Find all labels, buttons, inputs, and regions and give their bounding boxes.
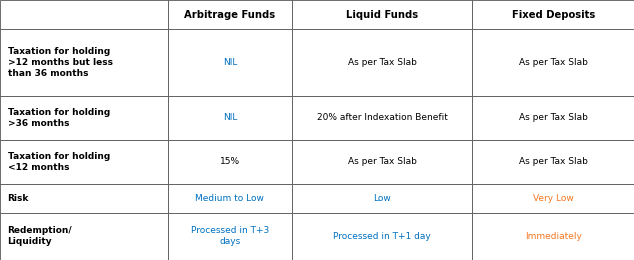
- Text: Very Low: Very Low: [533, 194, 574, 203]
- Bar: [472, 0, 634, 29]
- Bar: [0, 140, 168, 184]
- Bar: [292, 184, 472, 213]
- Bar: [168, 0, 292, 29]
- Text: As per Tax Slab: As per Tax Slab: [347, 58, 417, 67]
- Bar: [472, 184, 634, 213]
- Bar: [0, 184, 168, 213]
- Text: 15%: 15%: [220, 157, 240, 166]
- Bar: [0, 0, 168, 29]
- Text: Fixed Deposits: Fixed Deposits: [512, 10, 595, 20]
- Text: Processed in T+1 day: Processed in T+1 day: [333, 232, 431, 241]
- Text: Liquid Funds: Liquid Funds: [346, 10, 418, 20]
- Text: NIL: NIL: [223, 113, 237, 122]
- Bar: [292, 213, 472, 260]
- Text: Medium to Low: Medium to Low: [195, 194, 264, 203]
- Text: Taxation for holding
<12 months: Taxation for holding <12 months: [8, 152, 110, 172]
- Bar: [292, 96, 472, 140]
- Text: Processed in T+3
days: Processed in T+3 days: [191, 226, 269, 246]
- Bar: [0, 96, 168, 140]
- Text: Low: Low: [373, 194, 391, 203]
- Bar: [168, 29, 292, 96]
- Bar: [0, 213, 168, 260]
- Text: As per Tax Slab: As per Tax Slab: [519, 58, 588, 67]
- Text: Redemption/
Liquidity: Redemption/ Liquidity: [8, 226, 72, 246]
- Text: As per Tax Slab: As per Tax Slab: [519, 113, 588, 122]
- Text: 20% after Indexation Benefit: 20% after Indexation Benefit: [316, 113, 448, 122]
- Text: Arbitrage Funds: Arbitrage Funds: [184, 10, 275, 20]
- Text: Taxation for holding
>36 months: Taxation for holding >36 months: [8, 108, 110, 128]
- Bar: [168, 184, 292, 213]
- Bar: [292, 0, 472, 29]
- Text: As per Tax Slab: As per Tax Slab: [519, 157, 588, 166]
- Bar: [472, 29, 634, 96]
- Text: Risk: Risk: [8, 194, 29, 203]
- Text: Taxation for holding
>12 months but less
than 36 months: Taxation for holding >12 months but less…: [8, 47, 113, 78]
- Bar: [472, 140, 634, 184]
- Bar: [292, 29, 472, 96]
- Bar: [168, 213, 292, 260]
- Text: Immediately: Immediately: [525, 232, 581, 241]
- Text: As per Tax Slab: As per Tax Slab: [347, 157, 417, 166]
- Bar: [472, 213, 634, 260]
- Bar: [168, 140, 292, 184]
- Bar: [292, 140, 472, 184]
- Bar: [168, 96, 292, 140]
- Bar: [0, 29, 168, 96]
- Bar: [472, 96, 634, 140]
- Text: NIL: NIL: [223, 58, 237, 67]
